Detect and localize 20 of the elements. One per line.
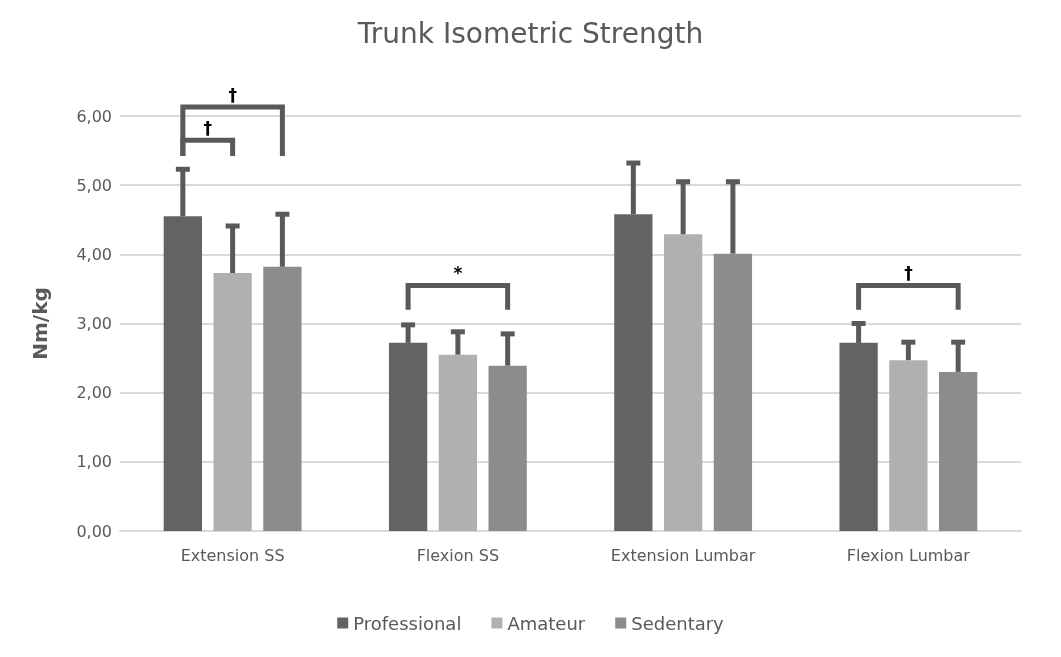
- y-tick-label: 0,00: [76, 521, 112, 541]
- annotation: †: [203, 118, 212, 139]
- x-tick-label: Extension SS: [180, 545, 285, 565]
- y-tick-label: 5,00: [76, 175, 112, 195]
- text: †: [228, 85, 237, 106]
- y-tick-label: 4,00: [76, 244, 112, 264]
- y-tick-label: 3,00: [76, 314, 112, 333]
- chart-title: Trunk Isometric Strength: [356, 16, 704, 50]
- legend-label: Amateur: [507, 612, 586, 634]
- legend-label: Sedentary: [631, 612, 725, 634]
- x-tick-label: Extension Lumbar: [610, 545, 756, 565]
- annotation: †: [904, 263, 913, 284]
- y-tick-label: 2,00: [76, 383, 112, 403]
- y-tick-label: 6,00: [76, 106, 112, 126]
- legend-label: Professional: [353, 612, 462, 634]
- y-axis-title: Nm/kg: [28, 287, 52, 360]
- annotation: *: [453, 263, 463, 284]
- x-tick-label: Flexion SS: [416, 545, 500, 565]
- x-tick-label: Flexion Lumbar: [846, 545, 971, 565]
- y-tick-label: 1,00: [76, 452, 112, 472]
